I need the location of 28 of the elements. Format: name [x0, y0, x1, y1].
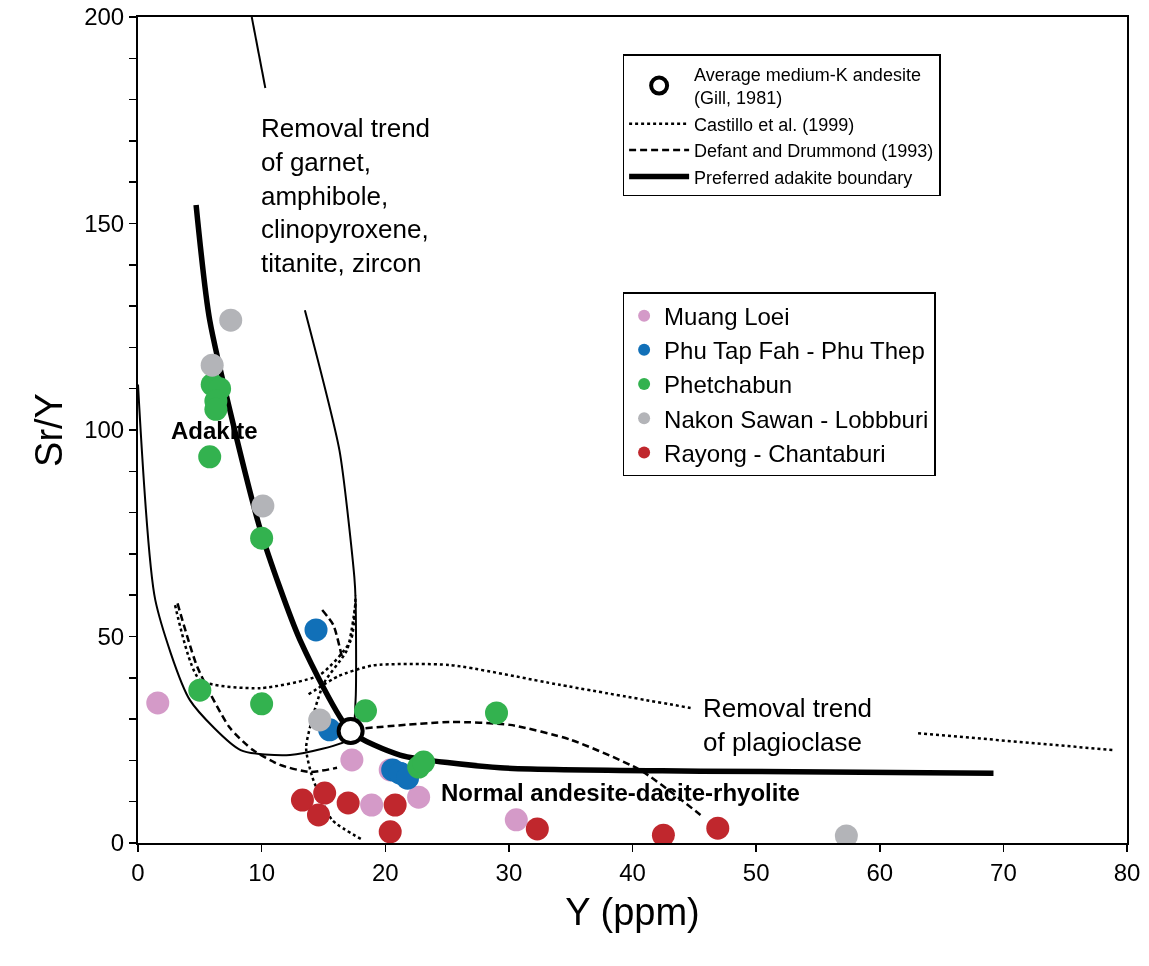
legend-label: Defant and Drummond (1993) — [694, 141, 934, 162]
x-axis-title: Y (ppm) — [565, 891, 700, 934]
x-tick-label: 40 — [619, 858, 646, 886]
annotation: Removal trend of garnet, amphibole, clinopyroxene, titanite, zircon — [261, 113, 431, 279]
x-tick-label: 0 — [131, 858, 145, 886]
y-tick-label: 50 — [97, 622, 125, 650]
legend-label: Phu Tap Fah - Phu Thep — [664, 337, 925, 365]
legend-label: Muang Loei — [664, 303, 790, 331]
y-tick-label: 200 — [84, 3, 125, 31]
y-axis-title: Sr/Y — [27, 393, 70, 467]
legend-label: Average medium-K andesite (Gill, 1981) — [694, 64, 921, 109]
x-tick-label: 10 — [248, 858, 275, 886]
x-tick-label: 50 — [742, 858, 770, 886]
x-tick-label: 20 — [371, 858, 399, 886]
legend-label: Phetchabun — [664, 371, 793, 399]
legend-label: Rayong - Chantaburi — [664, 439, 886, 467]
y-tick-label: 150 — [84, 209, 125, 237]
annotation: Removal trend of plagioclase — [703, 693, 873, 757]
x-tick-label: 70 — [990, 858, 1017, 886]
x-tick-label: 80 — [1113, 858, 1141, 886]
x-tick-label: 30 — [495, 858, 523, 886]
legend-label: Castillo et al. (1999) — [694, 114, 855, 135]
legend-label: Preferred adakite boundary — [694, 167, 913, 188]
legend-label: Nakon Sawan - Lobbburi — [664, 405, 929, 433]
y-tick-label: 0 — [110, 829, 125, 857]
annotation: Normal andesite-dacite-rhyolite — [441, 779, 800, 806]
x-tick-label: 60 — [866, 858, 894, 886]
y-tick-label: 100 — [84, 416, 125, 444]
